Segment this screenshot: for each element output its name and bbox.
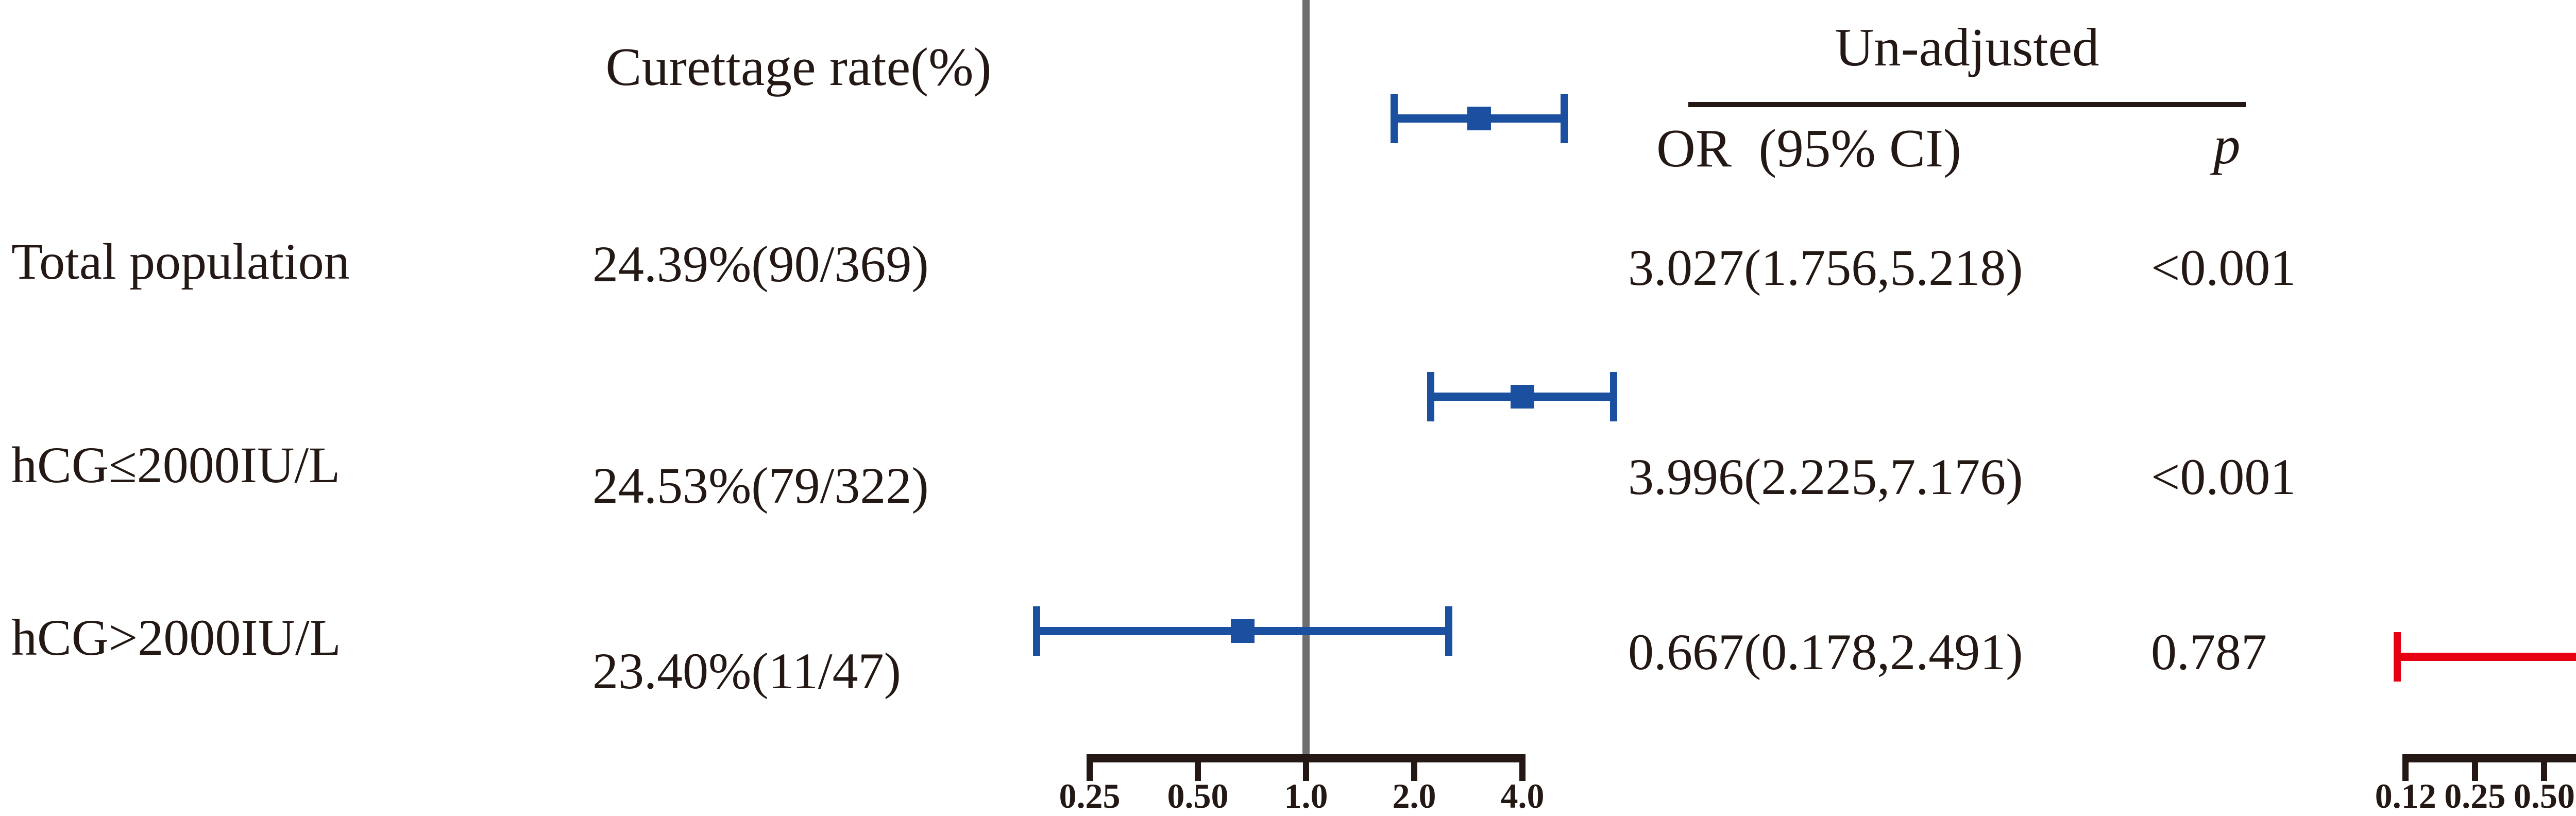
curettage-rate-value: 24.39%(90/369) xyxy=(592,235,929,293)
unadjusted-or-ci-value: 3.996(2.225,7.176) xyxy=(1628,448,2023,505)
unadjusted-or-ci-value: 3.027(1.756,5.218) xyxy=(1628,239,2023,296)
or-marker xyxy=(1467,107,1491,130)
unadjusted-or-ci-header: OR (95% CI) xyxy=(1656,118,1962,178)
axis-tick xyxy=(1411,754,1417,781)
reference-line xyxy=(1302,0,1310,754)
unadjusted-or-ci-value: 0.667(0.178,2.491) xyxy=(1628,623,2023,681)
or-marker xyxy=(1510,385,1534,409)
axis-tick-label: 0.25 xyxy=(1059,776,1121,815)
ci-cap-left xyxy=(1390,94,1398,143)
ci-cap-right xyxy=(1560,94,1568,143)
axis-tick xyxy=(1303,754,1309,781)
ci-cap-right xyxy=(1445,606,1452,656)
curettage-rate-value: 23.40%(11/47) xyxy=(592,642,901,700)
unadjusted-p-value: <0.001 xyxy=(2151,448,2296,505)
axis-tick xyxy=(1519,754,1526,781)
ci-whisker xyxy=(2397,653,2576,661)
axis-tick-label: 2.0 xyxy=(1392,776,1436,815)
axis-tick-label: 0.12 xyxy=(2375,776,2436,815)
unadjusted-p-header: p xyxy=(2213,115,2241,175)
axis-tick xyxy=(1195,754,1201,781)
axis-tick-label: 0.50 xyxy=(1167,776,1229,815)
ci-cap-left xyxy=(2394,632,2401,682)
curettage-rate-header: Curettage rate(%) xyxy=(605,37,992,97)
axis-tick xyxy=(2541,754,2548,781)
unadjusted-header-rule xyxy=(1688,102,2246,107)
unadjusted-p-value: <0.001 xyxy=(2151,239,2296,296)
ci-cap-left xyxy=(1033,606,1041,656)
unadjusted-title: Un-adjusted xyxy=(1835,17,2099,77)
ci-cap-right xyxy=(1610,372,1618,421)
axis-line xyxy=(2405,754,2576,762)
axis-tick-label: 0.25 xyxy=(2444,776,2506,815)
axis-tick xyxy=(1087,754,1093,781)
axis-tick-label: 1.0 xyxy=(2557,776,2576,816)
curettage-rate-value: 24.53%(79/322) xyxy=(592,457,929,514)
row-label: hCG≤2000IU/L xyxy=(11,436,341,494)
row-label: Total population xyxy=(11,233,350,290)
ci-cap-left xyxy=(1427,372,1435,421)
unadjusted-p-value: 0.787 xyxy=(2151,623,2267,681)
row-label: hCG>2000IU/L xyxy=(11,609,341,666)
axis-tick xyxy=(2402,754,2409,781)
or-marker xyxy=(1231,619,1255,643)
axis-tick-label: 4.0 xyxy=(1500,776,1545,815)
axis-tick-label: 1.0 xyxy=(1284,776,1328,815)
axis-tick xyxy=(2471,754,2478,781)
axis-tick-label: 0.50 xyxy=(2513,776,2575,815)
